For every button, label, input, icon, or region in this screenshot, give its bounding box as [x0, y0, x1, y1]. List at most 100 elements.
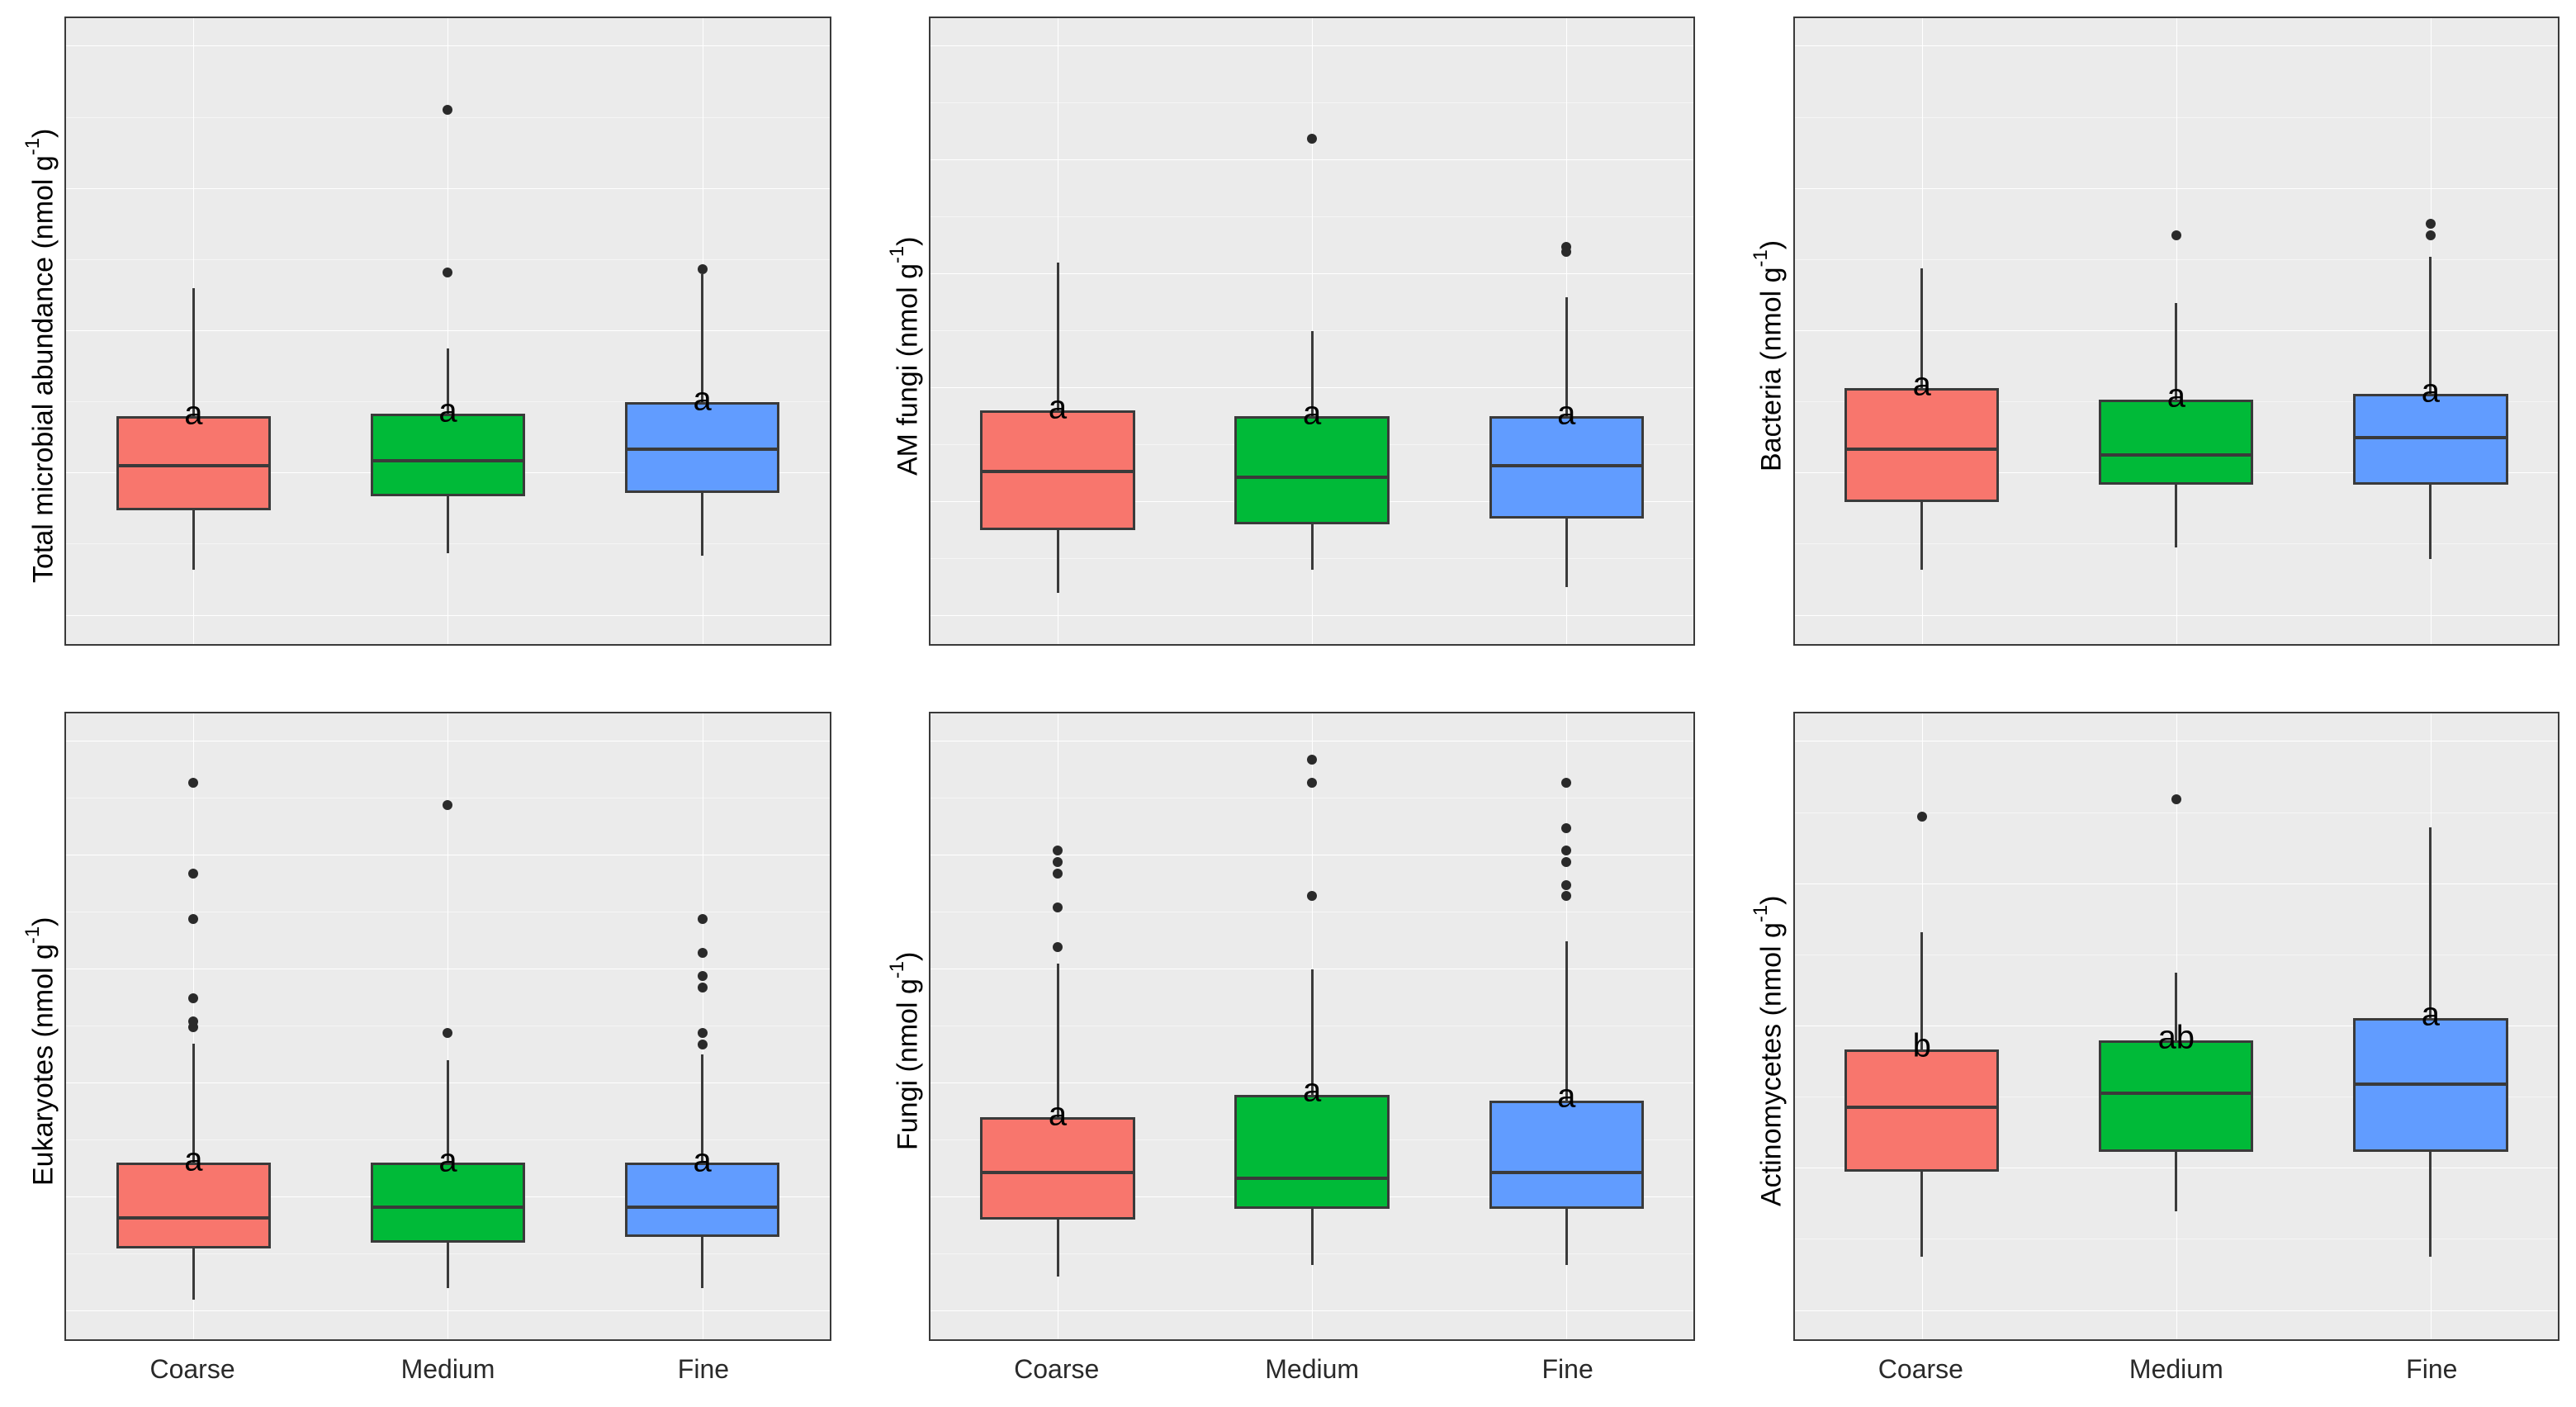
box-fine: a — [606, 18, 799, 644]
panel-actino: Actinomycetes (nmol g-1)05101520babaCoar… — [1745, 712, 2559, 1390]
outlier — [698, 1028, 708, 1038]
ytick-label: 1 — [64, 1183, 66, 1211]
ylabel: Eukaryotes (nmol g-1) — [17, 712, 64, 1390]
outlier — [443, 800, 452, 810]
plot-wrap: 050100150200aaa — [64, 17, 831, 695]
xcat-label: Coarse — [64, 1341, 320, 1390]
box-rect — [1234, 416, 1389, 524]
ytick-label: 15 — [1793, 870, 1795, 898]
xaxis — [1793, 646, 2559, 695]
median — [2353, 436, 2507, 439]
ytick-label: 20 — [1793, 727, 1795, 756]
ytick-label: 0 — [64, 602, 66, 630]
median — [371, 1206, 525, 1209]
ylabel: Fungi (nmol g-1) — [881, 712, 929, 1390]
panel-eukaryotes: Eukaryotes (nmol g-1)012345aaaCoarseMedi… — [17, 712, 831, 1390]
outlier — [1307, 891, 1317, 901]
median — [1844, 1106, 1999, 1109]
ytick-label: 50 — [1793, 317, 1795, 345]
ytick-label: 0 — [929, 32, 930, 60]
outlier — [1917, 812, 1927, 822]
xaxis: CoarseMediumFine — [64, 1341, 831, 1390]
box-rect — [1844, 1049, 1999, 1172]
box-fine: a — [1470, 713, 1663, 1339]
outlier — [1053, 902, 1063, 912]
outlier — [1053, 942, 1063, 952]
outlier — [1307, 134, 1317, 144]
xaxis: CoarseMediumFine — [1793, 1341, 2559, 1390]
outlier — [188, 778, 198, 788]
box-fine: a — [2334, 713, 2527, 1339]
box-rect — [371, 414, 525, 496]
median — [980, 1171, 1134, 1174]
ylabel: Total microbial abundance (nmol g-1) — [17, 17, 64, 695]
xcat-label: Fine — [575, 1341, 831, 1390]
ytick-label: 5 — [1793, 1154, 1795, 1182]
ytick-label: 25 — [1793, 459, 1795, 487]
box-rect — [980, 1117, 1134, 1220]
ylabel: Actinomycetes (nmol g-1) — [1745, 712, 1792, 1390]
xaxis — [64, 646, 831, 695]
box-rect — [2099, 1040, 2253, 1151]
box-coarse: a — [961, 18, 1154, 644]
xcat-label: Fine — [1440, 1341, 1695, 1390]
box-fine: a — [1470, 18, 1663, 644]
ylabel: Bacteria (nmol g-1) — [1745, 17, 1792, 695]
box-rect — [2353, 394, 2507, 485]
box-rect — [625, 1163, 779, 1237]
ylabel: AM fungi (nmol g-1) — [881, 17, 929, 695]
median — [116, 464, 271, 467]
plot-wrap: 025507500aaa — [1793, 17, 2559, 695]
ytick-label: 5 — [64, 727, 66, 756]
box-rect — [1844, 388, 1999, 502]
xcat-label: Medium — [1184, 1341, 1439, 1390]
outlier — [1053, 846, 1063, 855]
xcat-label: Medium — [320, 1341, 575, 1390]
box-medium: ab — [2080, 713, 2273, 1339]
median — [625, 1206, 779, 1209]
plot-area: 012345aaa — [64, 712, 831, 1341]
outlier — [188, 914, 198, 924]
ytick-label: 0 — [1793, 602, 1795, 630]
outlier — [188, 869, 198, 879]
median — [116, 1216, 271, 1220]
median — [1844, 448, 1999, 451]
box-rect — [1234, 1095, 1389, 1209]
box-medium: a — [1215, 18, 1409, 644]
ytick-label: 1 — [929, 1183, 930, 1211]
ytick-label: 4 — [929, 841, 930, 869]
box-coarse: a — [97, 18, 290, 644]
outlier — [1561, 242, 1571, 252]
outlier — [2171, 230, 2181, 240]
plot-wrap: 012345aaaCoarseMediumFine — [64, 712, 831, 1390]
box-medium: a — [351, 713, 544, 1339]
ytick-label: 0 — [64, 1297, 66, 1325]
outlier — [698, 264, 708, 274]
plot-area: 05101520baba — [1793, 712, 2559, 1341]
plot-wrap: 012345aaaCoarseMediumFine — [929, 712, 1695, 1390]
panel-bacteria: Bacteria (nmol g-1)025507500aaa — [1745, 17, 2559, 695]
box-fine: a — [606, 713, 799, 1339]
outlier — [1307, 755, 1317, 765]
median — [1489, 464, 1644, 467]
ytick-label: 3 — [929, 955, 930, 983]
box-rect — [2099, 400, 2253, 485]
median — [1234, 476, 1389, 479]
outlier — [698, 914, 708, 924]
outlier — [1561, 846, 1571, 855]
box-medium: a — [351, 18, 544, 644]
plot-wrap: 05101520babaCoarseMediumFine — [1793, 712, 2559, 1390]
box-fine: a — [2334, 18, 2527, 644]
ytick-label: 3 — [64, 955, 66, 983]
box-rect — [1489, 1101, 1644, 1209]
outlier — [443, 1028, 452, 1038]
median — [371, 459, 525, 462]
median — [2099, 453, 2253, 457]
outlier — [2426, 230, 2436, 240]
panel-total: Total microbial abundance (nmol g-1)0501… — [17, 17, 831, 695]
outlier — [1053, 857, 1063, 867]
ytick-label: 5 — [929, 727, 930, 756]
outlier — [443, 105, 452, 115]
outlier — [1561, 857, 1571, 867]
ytick-label: 150 — [64, 175, 66, 203]
